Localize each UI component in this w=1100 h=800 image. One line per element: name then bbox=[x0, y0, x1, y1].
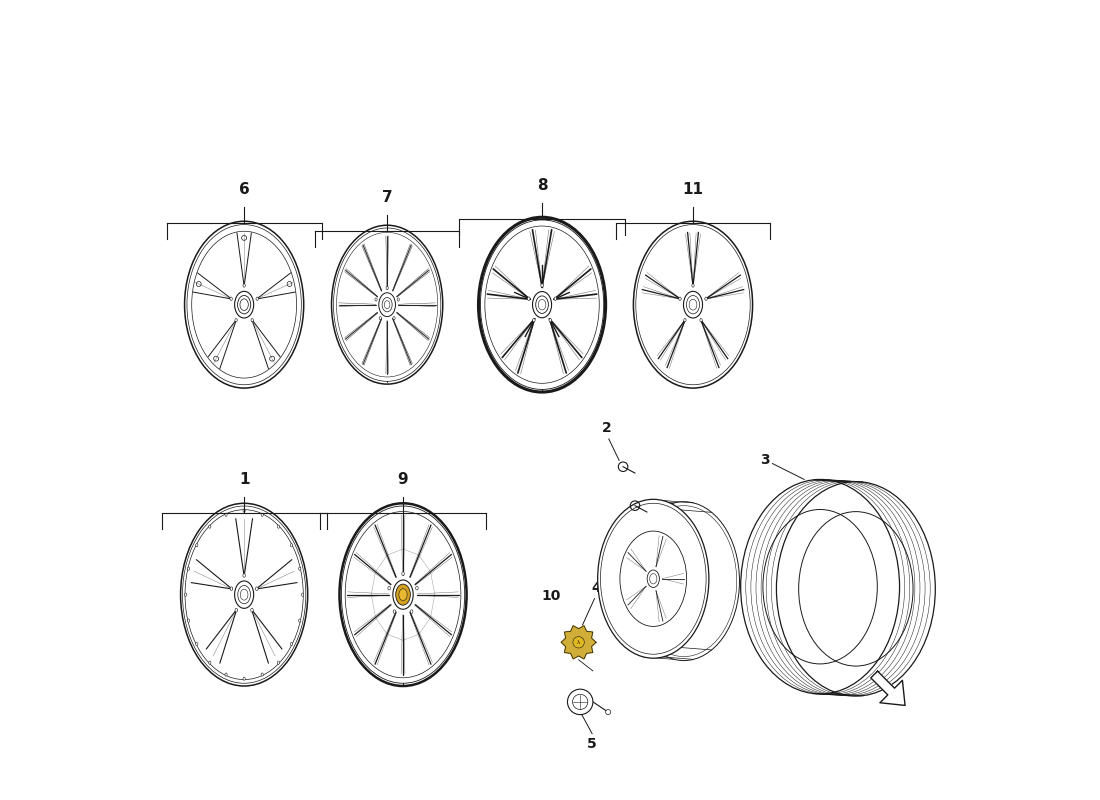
Ellipse shape bbox=[538, 299, 546, 310]
Ellipse shape bbox=[532, 318, 535, 322]
Text: 6: 6 bbox=[239, 182, 250, 198]
Ellipse shape bbox=[277, 661, 279, 664]
Ellipse shape bbox=[290, 544, 293, 547]
Ellipse shape bbox=[541, 284, 543, 287]
Text: 9: 9 bbox=[398, 472, 408, 487]
Ellipse shape bbox=[301, 593, 304, 596]
Ellipse shape bbox=[378, 293, 396, 317]
Ellipse shape bbox=[298, 567, 301, 570]
Ellipse shape bbox=[226, 673, 228, 676]
Ellipse shape bbox=[235, 608, 238, 612]
Ellipse shape bbox=[298, 619, 301, 622]
Text: 5: 5 bbox=[587, 737, 597, 751]
Ellipse shape bbox=[235, 318, 238, 322]
Ellipse shape bbox=[234, 581, 254, 608]
Ellipse shape bbox=[597, 499, 708, 658]
Ellipse shape bbox=[393, 580, 414, 610]
Ellipse shape bbox=[243, 284, 245, 287]
Ellipse shape bbox=[397, 298, 399, 301]
Ellipse shape bbox=[705, 297, 707, 301]
Ellipse shape bbox=[256, 297, 258, 301]
Polygon shape bbox=[561, 626, 596, 659]
Text: 3: 3 bbox=[760, 453, 769, 466]
Ellipse shape bbox=[416, 586, 418, 590]
Text: 7: 7 bbox=[382, 190, 393, 206]
Ellipse shape bbox=[255, 587, 258, 590]
Text: 1: 1 bbox=[239, 472, 250, 487]
Ellipse shape bbox=[290, 642, 293, 646]
Text: 10: 10 bbox=[541, 589, 561, 602]
Text: λ: λ bbox=[578, 640, 580, 645]
Ellipse shape bbox=[568, 689, 593, 714]
Ellipse shape bbox=[187, 619, 189, 622]
Ellipse shape bbox=[251, 318, 253, 322]
Ellipse shape bbox=[261, 673, 263, 676]
Ellipse shape bbox=[382, 298, 392, 312]
Ellipse shape bbox=[238, 586, 251, 604]
Ellipse shape bbox=[689, 299, 697, 310]
Text: 11: 11 bbox=[682, 182, 704, 198]
Ellipse shape bbox=[185, 593, 187, 596]
Ellipse shape bbox=[234, 291, 254, 318]
Ellipse shape bbox=[384, 301, 389, 309]
Ellipse shape bbox=[226, 513, 228, 516]
Ellipse shape bbox=[261, 513, 263, 516]
Polygon shape bbox=[871, 671, 905, 706]
Ellipse shape bbox=[243, 677, 245, 680]
Ellipse shape bbox=[399, 589, 407, 601]
Ellipse shape bbox=[684, 318, 686, 322]
Ellipse shape bbox=[243, 574, 245, 578]
Ellipse shape bbox=[606, 710, 610, 714]
Ellipse shape bbox=[375, 298, 377, 301]
Text: 4: 4 bbox=[591, 581, 601, 594]
Ellipse shape bbox=[700, 318, 702, 322]
Ellipse shape bbox=[388, 586, 390, 590]
Ellipse shape bbox=[683, 291, 703, 318]
Ellipse shape bbox=[410, 610, 412, 614]
Ellipse shape bbox=[251, 608, 253, 612]
Ellipse shape bbox=[209, 525, 211, 528]
Ellipse shape bbox=[549, 318, 551, 322]
Ellipse shape bbox=[209, 661, 211, 664]
Ellipse shape bbox=[396, 584, 410, 605]
Ellipse shape bbox=[230, 587, 233, 590]
Ellipse shape bbox=[536, 296, 549, 314]
Ellipse shape bbox=[240, 589, 248, 600]
Ellipse shape bbox=[679, 297, 681, 301]
Ellipse shape bbox=[386, 286, 388, 290]
Ellipse shape bbox=[573, 637, 584, 648]
Ellipse shape bbox=[243, 509, 245, 512]
Ellipse shape bbox=[402, 572, 405, 575]
Text: 8: 8 bbox=[537, 178, 548, 194]
Ellipse shape bbox=[650, 574, 657, 584]
Text: 2: 2 bbox=[603, 421, 612, 435]
Ellipse shape bbox=[240, 299, 249, 310]
Ellipse shape bbox=[393, 317, 395, 320]
Ellipse shape bbox=[647, 570, 659, 587]
Ellipse shape bbox=[692, 284, 694, 287]
Ellipse shape bbox=[393, 610, 396, 614]
Ellipse shape bbox=[196, 544, 198, 547]
Ellipse shape bbox=[554, 297, 557, 301]
Ellipse shape bbox=[187, 567, 189, 570]
Ellipse shape bbox=[532, 291, 551, 318]
Ellipse shape bbox=[528, 297, 530, 301]
Ellipse shape bbox=[230, 297, 232, 301]
Ellipse shape bbox=[196, 642, 198, 646]
Ellipse shape bbox=[379, 317, 382, 320]
Ellipse shape bbox=[277, 525, 279, 528]
Ellipse shape bbox=[686, 295, 700, 314]
